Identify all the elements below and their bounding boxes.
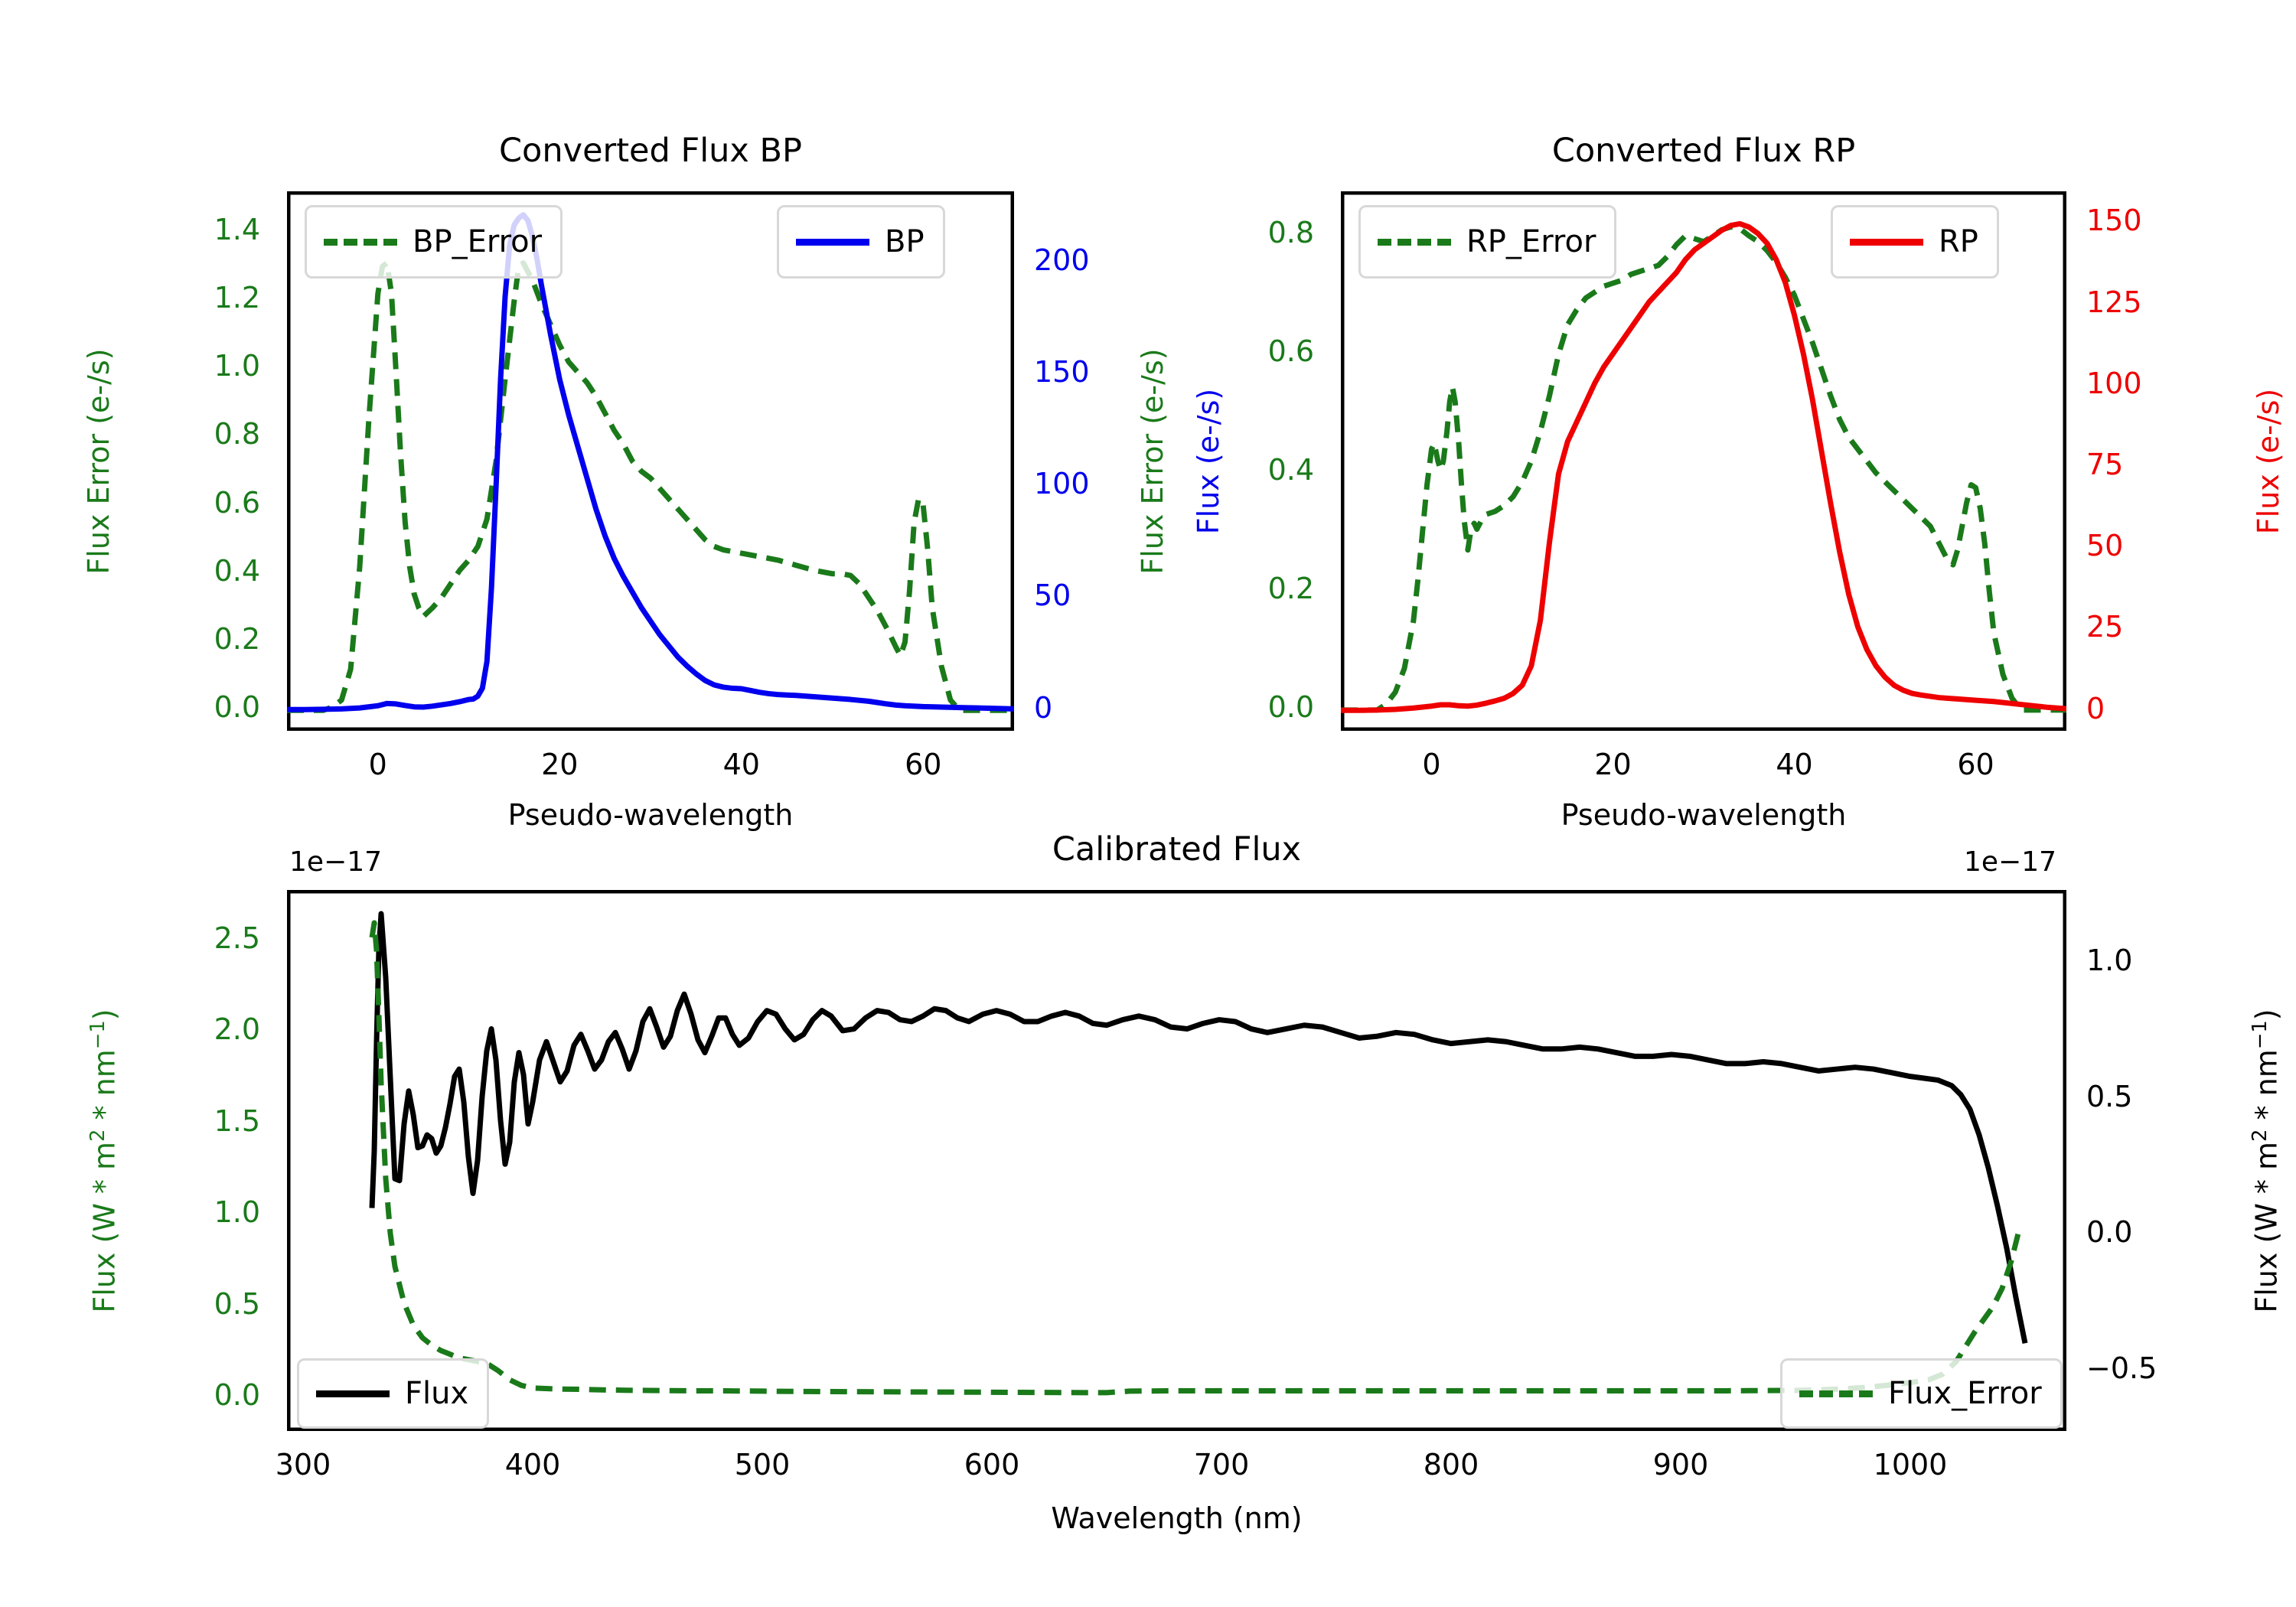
- ytick-label-left-calibrated: 1.0: [214, 1195, 260, 1230]
- plot-area-rp: [1341, 191, 2066, 731]
- ytick-label-right-rp: 50: [2086, 529, 2124, 563]
- ytick-label-left-bp: 1.0: [214, 349, 260, 383]
- legend-swatch-rp-error: [1378, 238, 1451, 246]
- ytick-label-left-calibrated: 1.5: [214, 1103, 260, 1138]
- axes-frame-calibrated: [287, 890, 2066, 1431]
- ytick-label-left-rp: 0.8: [1267, 216, 1314, 250]
- legend-swatch-flux-error: [1799, 1390, 1873, 1397]
- ytick-label-right-bp: 50: [1034, 579, 1071, 613]
- ytick-label-left-bp: 0.2: [214, 621, 260, 656]
- ytick-label-left-calibrated: 2.0: [214, 1012, 260, 1047]
- offset-label-calibrated-left: 1e−17: [289, 846, 383, 878]
- ytick-label-right-calibrated: 1.0: [2086, 943, 2133, 977]
- ytick-label-left-calibrated: 2.5: [214, 921, 260, 955]
- axes-frame-rp: [1341, 191, 2066, 731]
- ytick-label-right-bp: 150: [1034, 354, 1090, 389]
- offset-label-calibrated-right: 1e−17: [1964, 846, 2057, 878]
- plot-area-bp: [287, 191, 1014, 731]
- ylabel-left-calibrated: Flux (W * m2 * nm−1): [86, 1008, 122, 1313]
- xtick-label-bp: 0: [368, 748, 387, 781]
- ytick-label-right-rp: 25: [2086, 610, 2124, 644]
- ytick-label-right-bp: 0: [1034, 690, 1053, 725]
- ytick-label-right-bp: 200: [1034, 243, 1090, 277]
- legend-label-bp: BP: [885, 224, 925, 259]
- plot-area-calibrated: [287, 890, 2066, 1431]
- panel-title-rp: Converted Flux RP: [1551, 132, 1856, 170]
- xlabel-calibrated: Wavelength (nm): [1051, 1501, 1303, 1535]
- legend-swatch-rp: [1850, 238, 1923, 246]
- legend-swatch-bp: [796, 238, 869, 246]
- xtick-label-calibrated: 800: [1423, 1448, 1479, 1482]
- legend-label-flux-error: Flux_Error: [1888, 1376, 2042, 1411]
- ytick-label-left-bp: 1.4: [214, 212, 260, 246]
- ytick-label-right-rp: 75: [2086, 447, 2124, 481]
- ytick-label-right-calibrated: 0.0: [2086, 1215, 2133, 1250]
- ytick-label-left-calibrated: 0.0: [214, 1378, 260, 1412]
- series-rp_error: [1341, 223, 2066, 713]
- xtick-label-bp: 40: [722, 748, 760, 781]
- ytick-label-right-calibrated: −0.5: [2086, 1351, 2157, 1385]
- xlabel-rp: Pseudo-wavelength: [1561, 798, 1847, 832]
- xtick-label-calibrated: 1000: [1873, 1448, 1948, 1482]
- xtick-label-calibrated: 900: [1652, 1448, 1709, 1482]
- panel-title-calibrated: Calibrated Flux: [1052, 830, 1302, 869]
- panel-title-bp: Converted Flux BP: [499, 132, 802, 170]
- xtick-label-calibrated: 700: [1193, 1448, 1250, 1482]
- xtick-label-rp: 0: [1422, 748, 1441, 781]
- series-bp_error: [287, 260, 1014, 713]
- xtick-label-calibrated: 600: [964, 1448, 1020, 1482]
- xlabel-bp: Pseudo-wavelength: [507, 798, 794, 832]
- legend-calibrated-flux[interactable]: Flux: [297, 1358, 490, 1429]
- legend-swatch-bp-error: [324, 238, 397, 246]
- series-rp: [1341, 220, 2066, 713]
- xtick-label-calibrated: 300: [275, 1448, 331, 1482]
- legend-rp-rp[interactable]: RP: [1831, 205, 1999, 279]
- axes-frame-bp: [287, 191, 1014, 731]
- ytick-label-right-rp: 125: [2086, 285, 2142, 319]
- ytick-label-right-bp: 100: [1034, 467, 1090, 501]
- xtick-label-bp: 60: [905, 748, 942, 781]
- ytick-label-right-rp: 150: [2086, 204, 2142, 238]
- legend-calibrated-flux-error[interactable]: Flux_Error: [1780, 1358, 2063, 1429]
- legend-label-rp-error: RP_Error: [1466, 224, 1596, 259]
- xtick-label-rp: 20: [1594, 748, 1632, 781]
- ytick-label-right-rp: 0: [2086, 691, 2105, 725]
- xtick-label-bp: 20: [541, 748, 579, 781]
- series-flux: [369, 911, 2028, 1345]
- xtick-label-rp: 40: [1776, 748, 1813, 781]
- ytick-label-left-rp: 0.0: [1267, 689, 1314, 724]
- ytick-label-left-bp: 0.6: [214, 485, 260, 520]
- legend-swatch-flux: [316, 1390, 390, 1397]
- legend-label-bp-error: BP_Error: [413, 224, 543, 259]
- ytick-label-left-bp: 0.8: [214, 417, 260, 451]
- legend-label-flux: Flux: [405, 1376, 469, 1411]
- ytick-label-left-bp: 1.2: [214, 280, 260, 315]
- legend-rp-rp-error[interactable]: RP_Error: [1358, 205, 1617, 279]
- xtick-label-calibrated: 400: [504, 1448, 561, 1482]
- legend-label-rp: RP: [1939, 224, 1978, 259]
- legend-bp-bp[interactable]: BP: [777, 205, 945, 279]
- ytick-label-left-rp: 0.6: [1267, 334, 1314, 369]
- ytick-label-left-calibrated: 0.5: [214, 1286, 260, 1321]
- ytick-label-left-bp: 0.4: [214, 553, 260, 588]
- ytick-label-left-rp: 0.4: [1267, 452, 1314, 487]
- xtick-label-calibrated: 500: [734, 1448, 791, 1482]
- ytick-label-right-calibrated: 0.5: [2086, 1079, 2133, 1113]
- series-bp: [287, 212, 1014, 712]
- series-flux_error: [369, 920, 2024, 1396]
- ytick-label-left-bp: 0.0: [214, 690, 260, 725]
- xtick-label-rp: 60: [1957, 748, 1994, 781]
- legend-bp-bp-error[interactable]: BP_Error: [305, 205, 563, 279]
- ytick-label-right-rp: 100: [2086, 366, 2142, 400]
- ylabel-right-calibrated: Flux (W * m2 * nm−1): [2249, 1008, 2284, 1313]
- ytick-label-left-rp: 0.2: [1267, 571, 1314, 605]
